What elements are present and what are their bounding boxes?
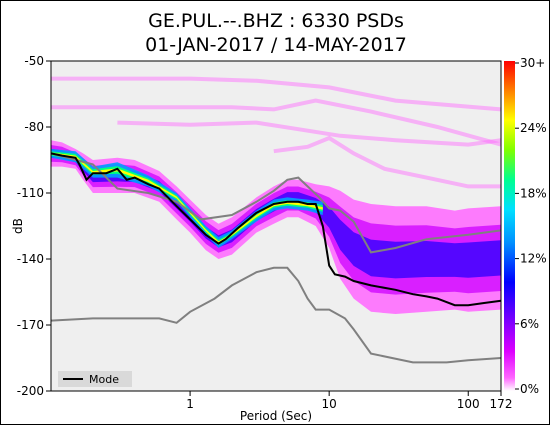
y-tick-label: -200 (17, 384, 44, 398)
colorbar-tick-label: 30+ (520, 56, 545, 70)
x-tick-label: 100 (457, 397, 480, 411)
axis-ticks: 1 10 100 172 -50 -80 -110 -140 -170 -200 (17, 54, 513, 411)
x-tick-label: 1 (186, 397, 194, 411)
colorbar-tick-label: 18% (520, 186, 547, 200)
colorbar-tick-label: 12% (520, 252, 547, 266)
y-tick-label: -110 (17, 186, 44, 200)
legend-mode-label: Mode (89, 373, 119, 386)
legend: Mode (58, 371, 132, 387)
y-tick-label: -80 (24, 120, 44, 134)
y-tick-label: -140 (17, 252, 44, 266)
chart-title: GE.PUL.--.BHZ : 6330 PSDs (148, 10, 404, 32)
colorbar-tick-label: 6% (520, 317, 539, 331)
plot-border (50, 60, 502, 392)
x-tick-label: 172 (490, 397, 513, 411)
colorbar (504, 61, 515, 391)
colorbar-tick-label: 24% (520, 121, 547, 135)
density-band-inner (51, 148, 501, 279)
outlier-trace-3 (117, 120, 502, 147)
legend-box (58, 371, 132, 387)
outlier-trace-4 (273, 135, 501, 189)
nlnm-line (50, 266, 502, 364)
y-tick-label: -170 (17, 318, 44, 332)
x-tick-label: 10 (322, 397, 337, 411)
plot-layer (50, 76, 502, 364)
nhnm-line (50, 152, 502, 254)
y-axis-label: dB (11, 218, 25, 234)
y-tick-label: -50 (24, 54, 44, 68)
colorbar-tick-label: 0% (520, 382, 539, 396)
x-axis-label: Period (Sec) (240, 409, 312, 423)
mode-line (50, 152, 502, 307)
colorbar-ticks: 30+ 24% 18% 12% 6% 0% (515, 56, 547, 396)
outlier-trace-2 (51, 98, 502, 147)
outlier-trace-1 (51, 76, 502, 112)
chart-subtitle: 01-JAN-2017 / 14-MAY-2017 (145, 34, 407, 56)
